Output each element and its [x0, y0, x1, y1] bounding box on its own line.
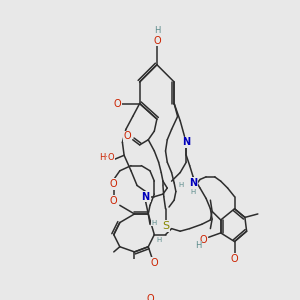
Text: O: O — [231, 254, 239, 264]
Text: O: O — [124, 131, 131, 141]
Text: H: H — [195, 242, 202, 250]
Text: O: O — [113, 98, 121, 109]
Text: S: S — [162, 221, 169, 231]
Text: H: H — [190, 188, 196, 194]
Text: O: O — [153, 35, 161, 46]
Text: O: O — [151, 258, 158, 268]
Text: O: O — [110, 179, 118, 189]
Text: O: O — [146, 294, 154, 300]
Text: H: H — [156, 237, 161, 243]
Text: H: H — [154, 26, 160, 35]
Text: N: N — [142, 192, 150, 202]
Text: H: H — [152, 220, 157, 226]
Text: N: N — [189, 178, 197, 188]
Text: H: H — [178, 182, 184, 188]
Text: H·O: H·O — [99, 153, 115, 162]
Text: O: O — [200, 235, 207, 245]
Text: N: N — [182, 137, 190, 147]
Text: O: O — [110, 196, 118, 206]
